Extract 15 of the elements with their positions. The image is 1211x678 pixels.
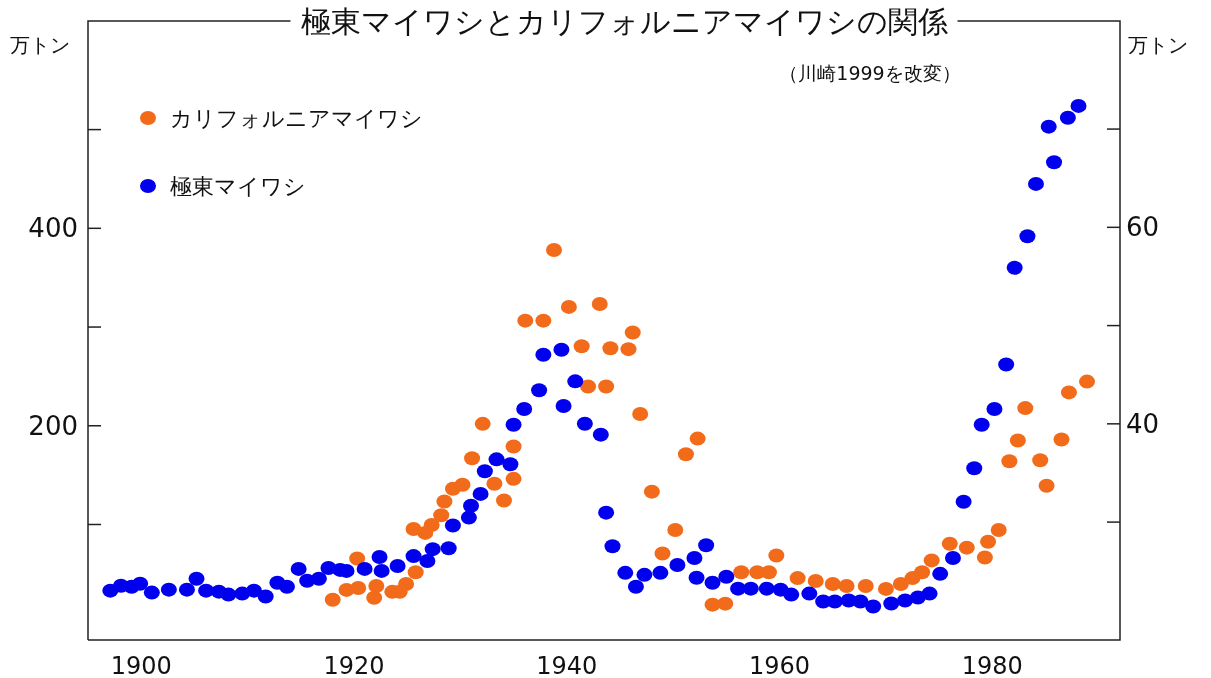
text: （川崎1999を改変）: [779, 62, 961, 84]
x-tick-label: 1920: [323, 652, 385, 678]
legend-label: 極東マイワシ: [170, 174, 306, 199]
x-tick-label: 1940: [536, 652, 598, 678]
y-tick-label: 400: [28, 213, 78, 244]
y-tick-label: 200: [28, 410, 78, 441]
legend-label: カリフォルニアマイワシ: [170, 106, 423, 131]
y-axis-title: 万トン: [10, 33, 70, 57]
y2-axis-title: 万トン: [1128, 33, 1188, 57]
x-tick-label: 1960: [749, 652, 811, 678]
y2-tick-label: 60: [1126, 212, 1160, 243]
chart-title: 極東マイワシとカリフォルニアマイワシの関係: [300, 4, 948, 39]
y2-tick-label: 40: [1126, 408, 1160, 439]
x-tick-label: 1900: [110, 652, 172, 678]
x-tick-label: 1980: [961, 652, 1023, 678]
